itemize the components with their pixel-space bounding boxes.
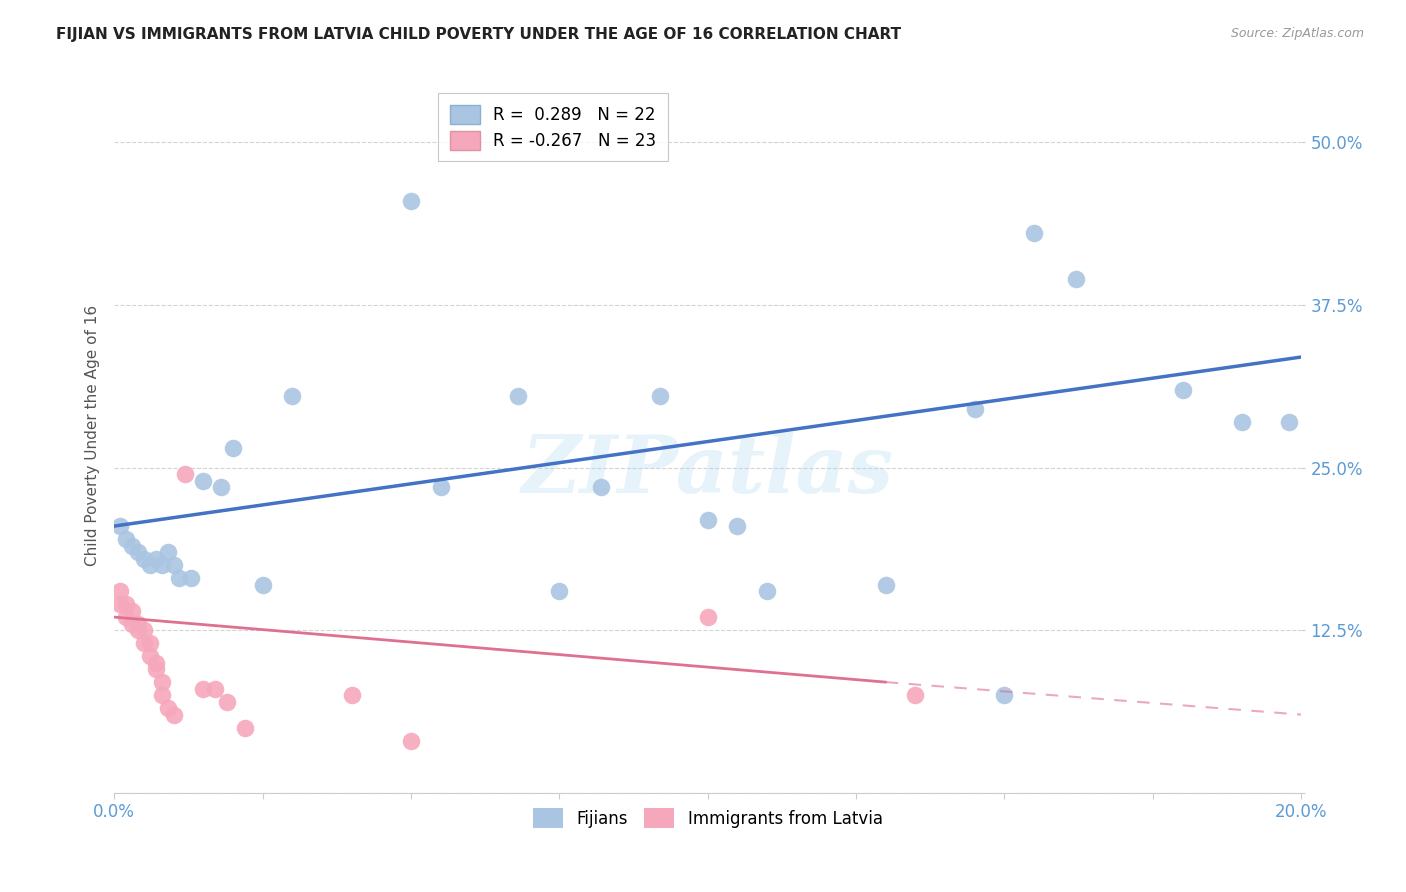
Point [193, 474, 215, 488]
Point [132, 636, 155, 650]
Point [1064, 272, 1087, 286]
Point [696, 512, 718, 526]
Point [108, 584, 131, 599]
Point [121, 539, 143, 553]
Point [252, 577, 274, 591]
Point [222, 441, 245, 455]
Point [139, 558, 162, 573]
Point [145, 551, 167, 566]
Point [108, 597, 131, 611]
Point [589, 480, 612, 494]
Point [281, 389, 304, 403]
Point [1278, 415, 1301, 429]
Point [963, 402, 986, 417]
Point [875, 577, 897, 591]
Point [174, 467, 197, 481]
Point [1171, 383, 1194, 397]
Point [145, 662, 167, 676]
Point [127, 545, 149, 559]
Point [115, 597, 138, 611]
Point [162, 707, 184, 722]
Text: ZIPatlas: ZIPatlas [522, 432, 894, 509]
Point [139, 636, 162, 650]
Point [233, 721, 256, 735]
Point [725, 519, 748, 533]
Point [115, 610, 138, 624]
Point [1024, 227, 1046, 241]
Point [121, 616, 143, 631]
Point [548, 584, 571, 599]
Point [340, 688, 363, 702]
Point [204, 681, 226, 696]
Point [145, 656, 167, 670]
Point [1230, 415, 1253, 429]
Text: FIJIAN VS IMMIGRANTS FROM LATVIA CHILD POVERTY UNDER THE AGE OF 16 CORRELATION C: FIJIAN VS IMMIGRANTS FROM LATVIA CHILD P… [56, 27, 901, 42]
Point [127, 623, 149, 637]
Point [121, 604, 143, 618]
Point [993, 688, 1015, 702]
Point [139, 649, 162, 664]
Point [904, 688, 927, 702]
Point [132, 551, 155, 566]
Point [209, 480, 232, 494]
Point [162, 558, 184, 573]
Point [193, 681, 215, 696]
Legend: Fijians, Immigrants from Latvia: Fijians, Immigrants from Latvia [526, 802, 889, 834]
Point [696, 610, 718, 624]
Point [127, 616, 149, 631]
Point [115, 532, 138, 546]
Point [429, 480, 451, 494]
Point [650, 389, 672, 403]
Point [756, 584, 779, 599]
Point [150, 688, 173, 702]
Text: Source: ZipAtlas.com: Source: ZipAtlas.com [1230, 27, 1364, 40]
Point [132, 623, 155, 637]
Point [150, 558, 173, 573]
Y-axis label: Child Poverty Under the Age of 16: Child Poverty Under the Age of 16 [86, 304, 100, 566]
Point [169, 571, 191, 585]
Point [156, 701, 179, 715]
Point [506, 389, 529, 403]
Point [108, 519, 131, 533]
Point [156, 545, 179, 559]
Point [150, 675, 173, 690]
Point [180, 571, 202, 585]
Point [399, 733, 422, 747]
Point [215, 695, 238, 709]
Point [399, 194, 422, 208]
